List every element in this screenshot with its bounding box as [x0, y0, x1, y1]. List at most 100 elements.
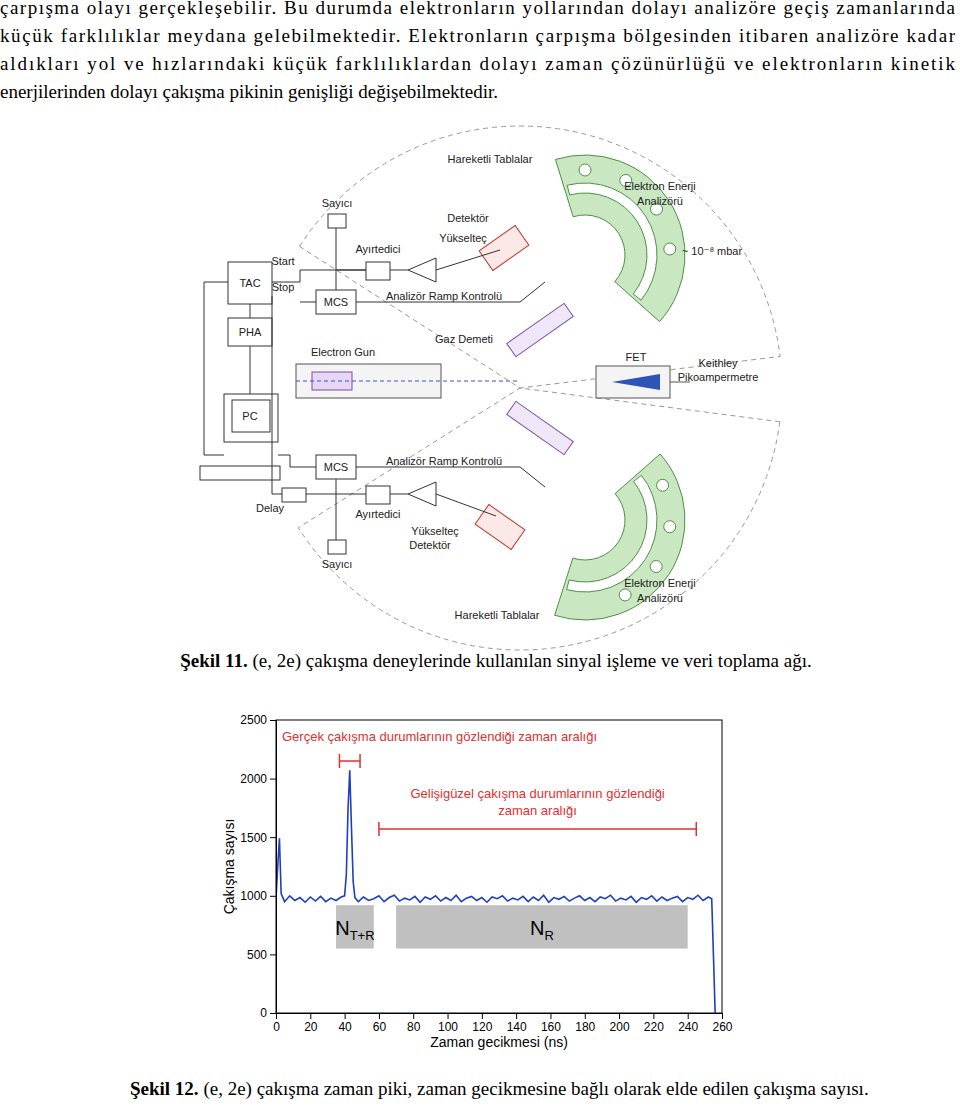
diagram-label: TAC [239, 277, 260, 289]
tick-mark [482, 1013, 483, 1019]
diagram-label: FET [626, 351, 647, 363]
tick-label: 220 [644, 1020, 664, 1034]
plot-area [276, 770, 715, 1013]
discriminator-box [366, 262, 390, 280]
axis-line [270, 721, 277, 1014]
tick-label: 1000 [240, 889, 267, 903]
diagram: Hareketli Tablalar Sayıcı Detektör Yükselte… [200, 126, 780, 650]
mcs-box [316, 455, 356, 479]
region [336, 905, 374, 948]
diagram-label: Analizörü [637, 592, 683, 604]
wire [336, 270, 337, 290]
diagram-label: Start [271, 255, 294, 267]
tick-label: 2500 [240, 713, 267, 727]
diagram-label: Sayıcı [322, 558, 353, 570]
wire [436, 494, 496, 516]
annotation-text: Gerçek çakışma durumlarının gözlendiği z… [282, 729, 597, 744]
wire [356, 467, 545, 487]
fet [596, 366, 670, 398]
x-axis-title: Zaman gecikmesi (ns) [430, 1034, 568, 1050]
chamber-outline [300, 126, 781, 388]
tick: 180 [575, 1013, 595, 1034]
diagram-label: Hareketli Tablalar [455, 609, 540, 621]
wire [204, 282, 228, 455]
tick-mark [345, 1013, 346, 1019]
tick: 40 [338, 1013, 352, 1034]
analyzer-hole [664, 243, 676, 255]
tick-label: 200 [610, 1020, 630, 1034]
wire [250, 346, 251, 394]
tick-mark [619, 1013, 620, 1019]
y-axis: 05001000150020002500 [240, 713, 276, 1020]
analyzer-gap [567, 475, 657, 592]
diagram-label: Gaz Demeti [435, 333, 493, 345]
tick-mark [270, 896, 276, 897]
tick-mark [270, 779, 276, 780]
caption: Şekil 11. (e, 2e) çakışma deneylerinde k… [180, 650, 812, 672]
tick: 160 [541, 1013, 561, 1034]
region [396, 905, 688, 948]
tick-mark [413, 1013, 414, 1019]
tick: 0 [260, 1006, 276, 1020]
region-label-main: N [335, 917, 349, 939]
wire [390, 270, 408, 271]
tick-mark [270, 954, 276, 955]
caption: Şekil 12. (e, 2e) çakışma zaman piki, za… [130, 1078, 869, 1100]
diagram-label: PHA [239, 326, 262, 338]
diagram-label: Yükselteç [439, 232, 487, 244]
caption-label: Şekil 12. [130, 1078, 199, 1099]
analyzer-hole [579, 164, 591, 176]
tick: 20 [304, 1013, 318, 1034]
diagram-label: Ayırtedici [355, 243, 400, 255]
counter-box [328, 540, 346, 554]
wire [278, 455, 316, 467]
tick-label: 60 [373, 1020, 387, 1034]
tick-label: 0 [260, 1006, 267, 1020]
tick-label: 0 [273, 1020, 280, 1034]
chart: NT+RNRGerçek çakışma durumlarının gözlen… [221, 713, 733, 1050]
tick-label: 2000 [240, 772, 267, 786]
page: çarpışma olayı gerçekleşebilir. Bu durum… [0, 0, 960, 1106]
diagram-label: Detektör [447, 212, 489, 224]
tick-mark [550, 1013, 551, 1019]
diagram-label: Delay [256, 502, 285, 514]
diagram-label: Analizör Ramp Kontrolü [386, 455, 502, 467]
fet-cone [612, 374, 660, 390]
tick-mark [585, 1013, 586, 1019]
tick: 120 [472, 1013, 492, 1034]
wire [300, 302, 316, 303]
tick: 240 [678, 1013, 698, 1034]
tick-mark [653, 1013, 654, 1019]
tick: 60 [373, 1013, 387, 1034]
wire [272, 296, 282, 494]
annotation-text: Gelişigüzel çakışma durumlarının gözlend… [410, 786, 664, 801]
tick-mark [448, 1013, 449, 1019]
bracket [379, 828, 696, 830]
tick: 220 [644, 1013, 664, 1034]
caption-text: (e, 2e) çakışma deneylerinde kullanılan … [248, 650, 812, 672]
analyzer-body [555, 454, 685, 620]
pha-box [228, 318, 272, 346]
tick-mark [722, 1013, 723, 1019]
bracket-end [378, 822, 380, 836]
analyzer-hole [650, 561, 662, 573]
bracket [339, 760, 360, 762]
tick-label: 20 [304, 1020, 318, 1034]
diagram-label: Pikoampermetre [678, 371, 759, 383]
lens [507, 303, 574, 356]
diagram-label: Yükselteç [411, 525, 459, 537]
region-label: NT+R [335, 917, 374, 943]
diagram-label: Electron Gun [311, 346, 375, 358]
tick-mark [310, 1013, 311, 1019]
paragraph-line: enerjilerinden dolayı çakışma pikinin ge… [0, 81, 498, 102]
tick-label: 500 [247, 948, 267, 962]
tick-mark [516, 1013, 517, 1019]
pc-monitor [224, 394, 278, 442]
tick-label: 260 [712, 1020, 732, 1034]
diagram-label: Ayırtedici [355, 508, 400, 520]
tick-mark [379, 1013, 380, 1019]
y-axis-title: Çakışma sayısı [221, 819, 237, 915]
diagram-label: Elektron Enerji [624, 180, 696, 192]
tick-label: 80 [407, 1020, 421, 1034]
tick-mark [270, 720, 276, 721]
